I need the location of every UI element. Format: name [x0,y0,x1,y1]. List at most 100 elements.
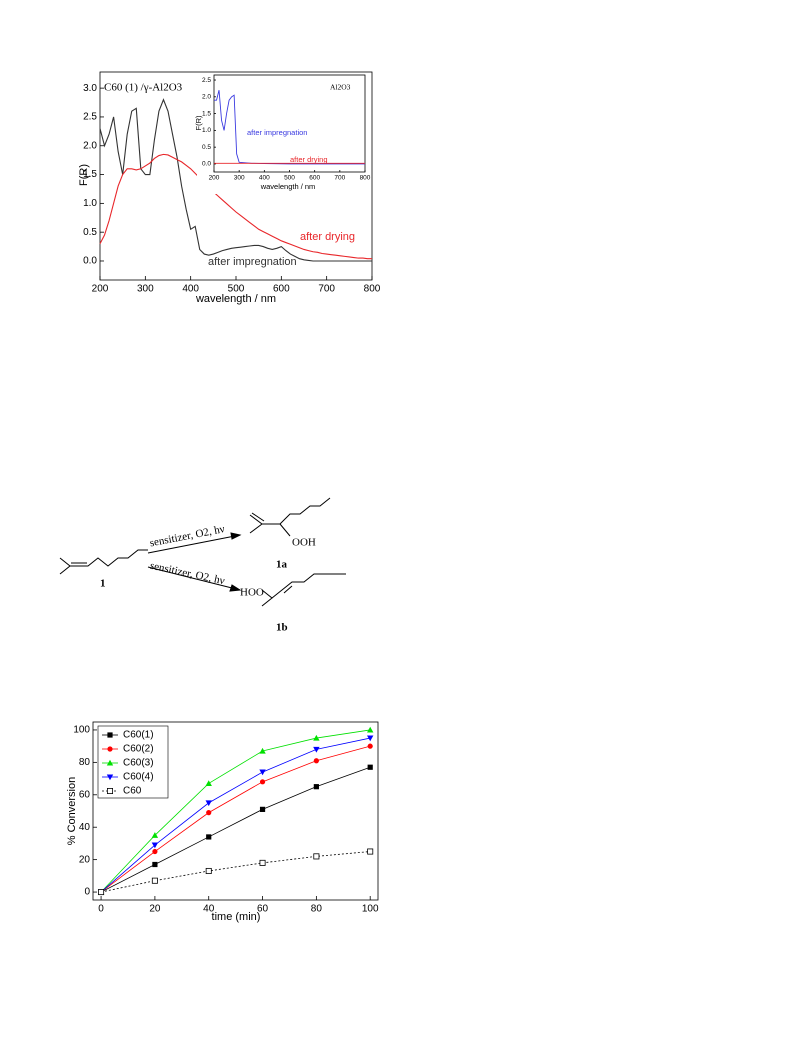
y-tick-label: 0 [84,887,90,898]
legend-label: C60(1) [123,730,154,741]
marker [259,806,266,812]
arrow [147,566,241,591]
compound-label: 1 [100,578,106,590]
x-tick-label: 500 [228,284,245,295]
marker [367,764,373,770]
series-label: after drying [300,231,355,243]
marker [206,834,212,840]
y-tick-label: 60 [79,789,91,800]
bond [251,512,265,522]
y-tick-label: 1.0 [202,127,211,134]
group-label: OOH [292,537,316,549]
series-label: after impregnation [208,256,297,268]
y-axis-label: F(R) [78,164,90,186]
x-axis-label: time (min) [212,911,261,923]
legend-marker [107,788,114,795]
x-tick-label: 300 [234,175,245,182]
compound-label: 1b [276,622,288,634]
group-label: HOO [240,587,264,599]
arrowhead [230,532,242,540]
series-line [100,766,371,893]
y-tick-label: 2.5 [83,112,97,123]
legend-label: C60 [123,786,142,797]
marker [313,784,319,790]
marker [206,810,212,816]
y-tick-label: 20 [79,854,91,865]
x-tick-label: 40 [203,904,215,915]
marker [366,726,374,733]
x-tick-label: 600 [309,175,320,182]
series-label: after drying [290,155,328,164]
x-tick-label: 20 [149,904,161,915]
y-tick-label: 2.0 [202,94,211,101]
x-tick-label: 0 [98,904,104,915]
y-axis-label: F(R) [194,115,203,130]
y-tick-label: 80 [79,757,91,768]
marker [367,743,373,749]
x-tick-label: 400 [182,284,199,295]
y-tick-label: 0.5 [83,227,97,238]
marker [205,780,212,787]
marker [151,877,158,884]
marker [313,853,320,860]
marker [151,832,159,838]
y-tick-label: 40 [79,822,91,833]
legend-marker [106,759,114,766]
series-line [100,851,371,893]
y-tick-label: 100 [73,725,90,736]
y-axis-label: % Conversion [66,777,78,845]
x-tick-label: 700 [334,175,345,182]
legend-marker [106,774,114,781]
arrow [147,534,241,554]
marker [205,867,212,874]
plot-frame [92,721,379,901]
x-tick-label: 200 [209,175,220,182]
marker [367,848,374,855]
marker [259,779,266,785]
series-line [100,729,371,893]
inset-background [197,74,367,194]
series-line [99,153,372,260]
x-tick-label: 100 [362,904,379,915]
marker [313,758,319,764]
x-tick-label: 800 [364,284,381,295]
y-tick-label: 2.5 [202,77,211,84]
x-tick-label: 300 [137,284,154,295]
legend-marker [107,746,113,752]
marker [313,746,320,753]
bond [283,585,293,594]
marker [259,769,266,776]
y-tick-label: 1.0 [83,198,97,209]
x-axis-label: wavelength / nm [195,293,276,305]
legend-marker [107,732,113,738]
y-tick-label: 3.0 [83,83,97,94]
x-tick-label: 60 [257,904,269,915]
chart-title: Al2O3 [330,83,351,92]
marker [152,848,158,855]
series-line [214,89,365,165]
legend-label: C60(2) [123,744,154,755]
marker [205,800,212,807]
legend-frame [97,725,169,799]
reaction-scheme [59,497,346,607]
series-line [100,737,371,893]
series-label: after impregnation [247,128,307,137]
x-tick-label: 800 [360,175,371,182]
marker [313,734,320,741]
series-line [99,98,372,262]
y-tick-label: 2.0 [83,140,97,151]
chart-title: C60 (1) /γ-Al2O3 [104,82,183,94]
y-tick-label: 0.0 [83,256,97,267]
marker [152,861,158,868]
compound-label: 1a [276,559,288,571]
x-tick-label: 700 [318,284,335,295]
x-tick-label: 500 [284,175,295,182]
series-line [100,745,371,893]
y-tick-label: 1.5 [83,169,97,180]
y-tick-label: 0.0 [202,161,211,168]
marker [259,859,266,866]
bond [70,549,148,567]
x-tick-label: 600 [273,284,290,295]
bond [279,523,291,537]
